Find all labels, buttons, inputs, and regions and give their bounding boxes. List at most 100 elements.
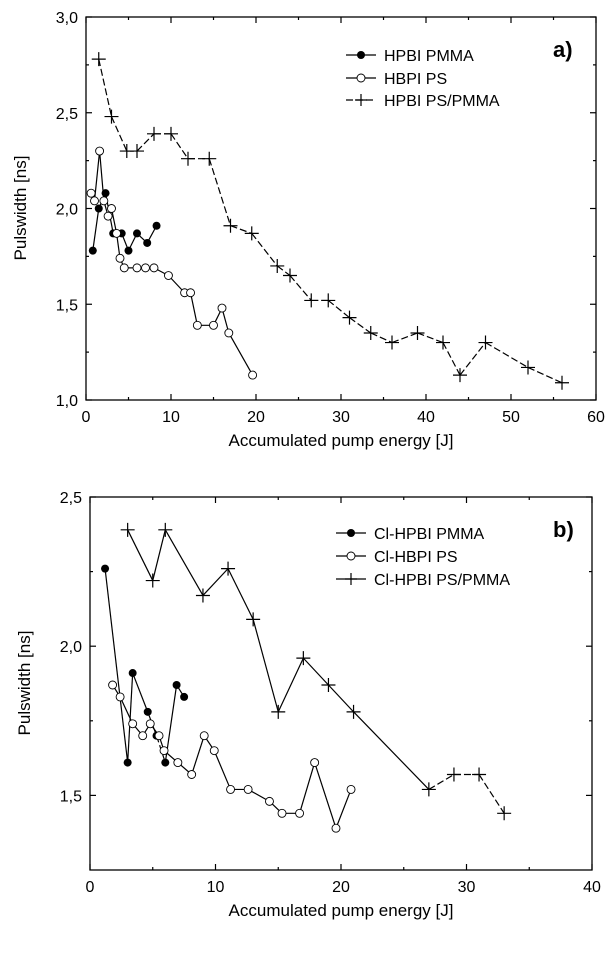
x-tick-label: 10	[207, 879, 225, 896]
data-point-cl-hpbi-pmma	[161, 758, 170, 767]
data-point-hpbi-pmma	[124, 246, 133, 255]
data-point-hpbi-ps-pmma	[385, 335, 399, 350]
x-tick-label: 30	[458, 879, 476, 896]
line-segment-hpbi-ps-pmma	[208, 158, 232, 226]
data-point-hpbi-ps-pmma	[304, 293, 319, 308]
x-ticks-a: 0 10 20 30 40 50 60	[82, 17, 605, 426]
data-point-cl-hbpi-ps	[154, 731, 164, 741]
data-point-cl-hpbi-pmma	[180, 692, 189, 701]
data-point-hbpi-ps	[163, 271, 173, 280]
x-tick-label: 40	[417, 409, 435, 426]
line-segment-hpbi-ps-pmma	[442, 342, 461, 376]
line-segment-hpbi-ps-pmma	[349, 317, 372, 334]
data-point-hbpi-ps	[217, 303, 227, 313]
x-tick-label: 0	[86, 879, 95, 896]
line-segment-hpbi-ps-pmma	[110, 116, 128, 152]
line-segment-hpbi-ps-pmma	[527, 366, 563, 384]
line-segment-cl-hbpi-ps	[314, 762, 337, 829]
series-cl-hpbi-ps-pmma	[120, 522, 512, 821]
data-point-cl-hbpi-ps	[310, 758, 320, 768]
data-point-hbpi-ps	[186, 288, 196, 298]
data-point-cl-hpbi-ps-pmma	[145, 573, 160, 588]
data-point-cl-hbpi-ps	[115, 692, 125, 702]
data-point-cl-hpbi-ps-pmma	[221, 561, 236, 576]
y-tick-label: 2,0	[60, 639, 82, 656]
line-segment-cl-hbpi-ps	[213, 750, 232, 790]
series-hpbi-ps-pmma	[91, 52, 569, 390]
line-segment-hpbi-ps-pmma	[327, 299, 350, 319]
x-tick-label: 30	[332, 409, 350, 426]
line-segment-cl-hbpi-ps	[119, 696, 134, 725]
data-point-hbpi-ps	[248, 370, 258, 380]
data-point-hpbi-ps-pmma	[436, 335, 450, 350]
chart-panel-a: 0 10 20 30 40 50 60 1,0 1,5 2,0 2,5 3,0 Accumulate…	[11, 10, 605, 450]
data-point-cl-hbpi-ps	[138, 731, 148, 741]
line-segment-hbpi-ps	[99, 150, 105, 201]
series-hbpi-ps	[86, 146, 258, 380]
x-ticks-b: 0 10 20 30 40	[86, 497, 601, 896]
y-axis-label-b: Pulswidth [ns]	[15, 631, 34, 736]
y-tick-label: 2,5	[56, 106, 78, 123]
legend-marker-cl-hpbi-pmma	[347, 529, 355, 537]
line-segment-hpbi-ps-pmma	[251, 233, 278, 267]
line-segment-cl-hpbi-pmma	[132, 672, 149, 713]
data-point-hpbi-pmma	[152, 221, 161, 230]
y-tick-label: 2,5	[60, 490, 82, 507]
y-tick-label: 1,0	[56, 393, 78, 410]
y-tick-label: 1,5	[60, 788, 82, 805]
data-point-hpbi-ps-pmma	[410, 325, 425, 340]
line-segment-cl-hpbi-ps-pmma	[227, 568, 254, 620]
data-point-hpbi-ps-pmma	[321, 293, 336, 308]
x-tick-label: 10	[162, 409, 180, 426]
line-segment-cl-hpbi-ps-pmma	[353, 711, 430, 790]
legend-label-hpbi-ps-pmma: HPBI PS/PMMA	[384, 93, 500, 110]
data-point-hpbi-ps-pmma	[223, 218, 238, 233]
legend-entry-hbpi-ps: HBPI PS	[346, 71, 447, 88]
data-point-cl-hbpi-ps	[187, 770, 197, 779]
x-tick-label: 0	[82, 409, 91, 426]
data-point-hbpi-ps	[224, 328, 234, 338]
y-ticks-a: 1,0 1,5 2,0 2,5 3,0	[56, 10, 596, 410]
line-segment-cl-hpbi-ps-pmma	[252, 619, 279, 713]
data-point-hbpi-ps	[103, 211, 113, 221]
data-point-cl-hpbi-ps-pmma	[195, 588, 210, 603]
data-point-cl-hbpi-ps	[199, 731, 209, 741]
data-point-cl-hpbi-ps-pmma	[271, 704, 286, 719]
x-axis-label-a: Accumulated pump energy [J]	[229, 431, 454, 450]
line-segment-hpbi-ps-pmma	[98, 59, 113, 117]
data-point-cl-hpbi-ps-pmma	[158, 522, 173, 537]
data-point-hpbi-pmma	[143, 238, 152, 247]
data-point-hpbi-ps-pmma	[342, 310, 357, 325]
x-tick-label: 20	[332, 879, 350, 896]
data-point-cl-hbpi-ps	[209, 746, 219, 756]
line-segment-cl-hpbi-ps-pmma	[428, 773, 455, 790]
data-point-hpbi-ps-pmma	[104, 109, 119, 124]
data-point-hpbi-ps-pmma	[283, 268, 297, 283]
data-point-cl-hpbi-pmma	[123, 758, 132, 767]
data-point-hpbi-ps-pmma	[164, 126, 178, 141]
line-segment-cl-hpbi-ps-pmma	[127, 529, 154, 581]
line-segment-cl-hbpi-ps	[191, 735, 205, 775]
data-point-hbpi-ps	[90, 196, 99, 206]
data-point-cl-hpbi-ps-pmma	[296, 651, 311, 666]
chart-panel-b: 0 10 20 30 40 1,5 2,0 2,5 Accumulated pump ene…	[15, 490, 601, 920]
data-point-cl-hpbi-pmma	[172, 680, 181, 689]
data-point-cl-hbpi-ps	[243, 784, 253, 794]
data-point-hbpi-ps	[99, 196, 109, 206]
legend-label-hbpi-ps: HBPI PS	[384, 71, 447, 88]
data-point-hbpi-ps	[209, 320, 218, 330]
series-hpbi-pmma	[88, 189, 161, 255]
data-point-hpbi-ps-pmma	[181, 151, 195, 166]
legend-marker-cl-hbpi-ps	[346, 551, 356, 561]
data-point-cl-hbpi-ps	[295, 808, 305, 818]
line-segment-cl-hbpi-ps	[299, 762, 316, 814]
line-segment-hpbi-ps-pmma	[276, 265, 291, 277]
line-segment-cl-hpbi-ps-pmma	[302, 657, 329, 686]
data-point-cl-hbpi-ps	[265, 796, 274, 806]
data-point-cl-hbpi-ps	[226, 784, 236, 794]
data-point-cl-hpbi-ps-pmma	[421, 782, 436, 797]
series-group-b	[101, 522, 512, 833]
x-axis-label-b: Accumulated pump energy [J]	[229, 901, 454, 920]
legend-marker-cl-hpbi-ps-pmma	[345, 573, 357, 585]
legend-label-cl-hpbi-pmma: Cl-HPBI PMMA	[374, 526, 485, 543]
